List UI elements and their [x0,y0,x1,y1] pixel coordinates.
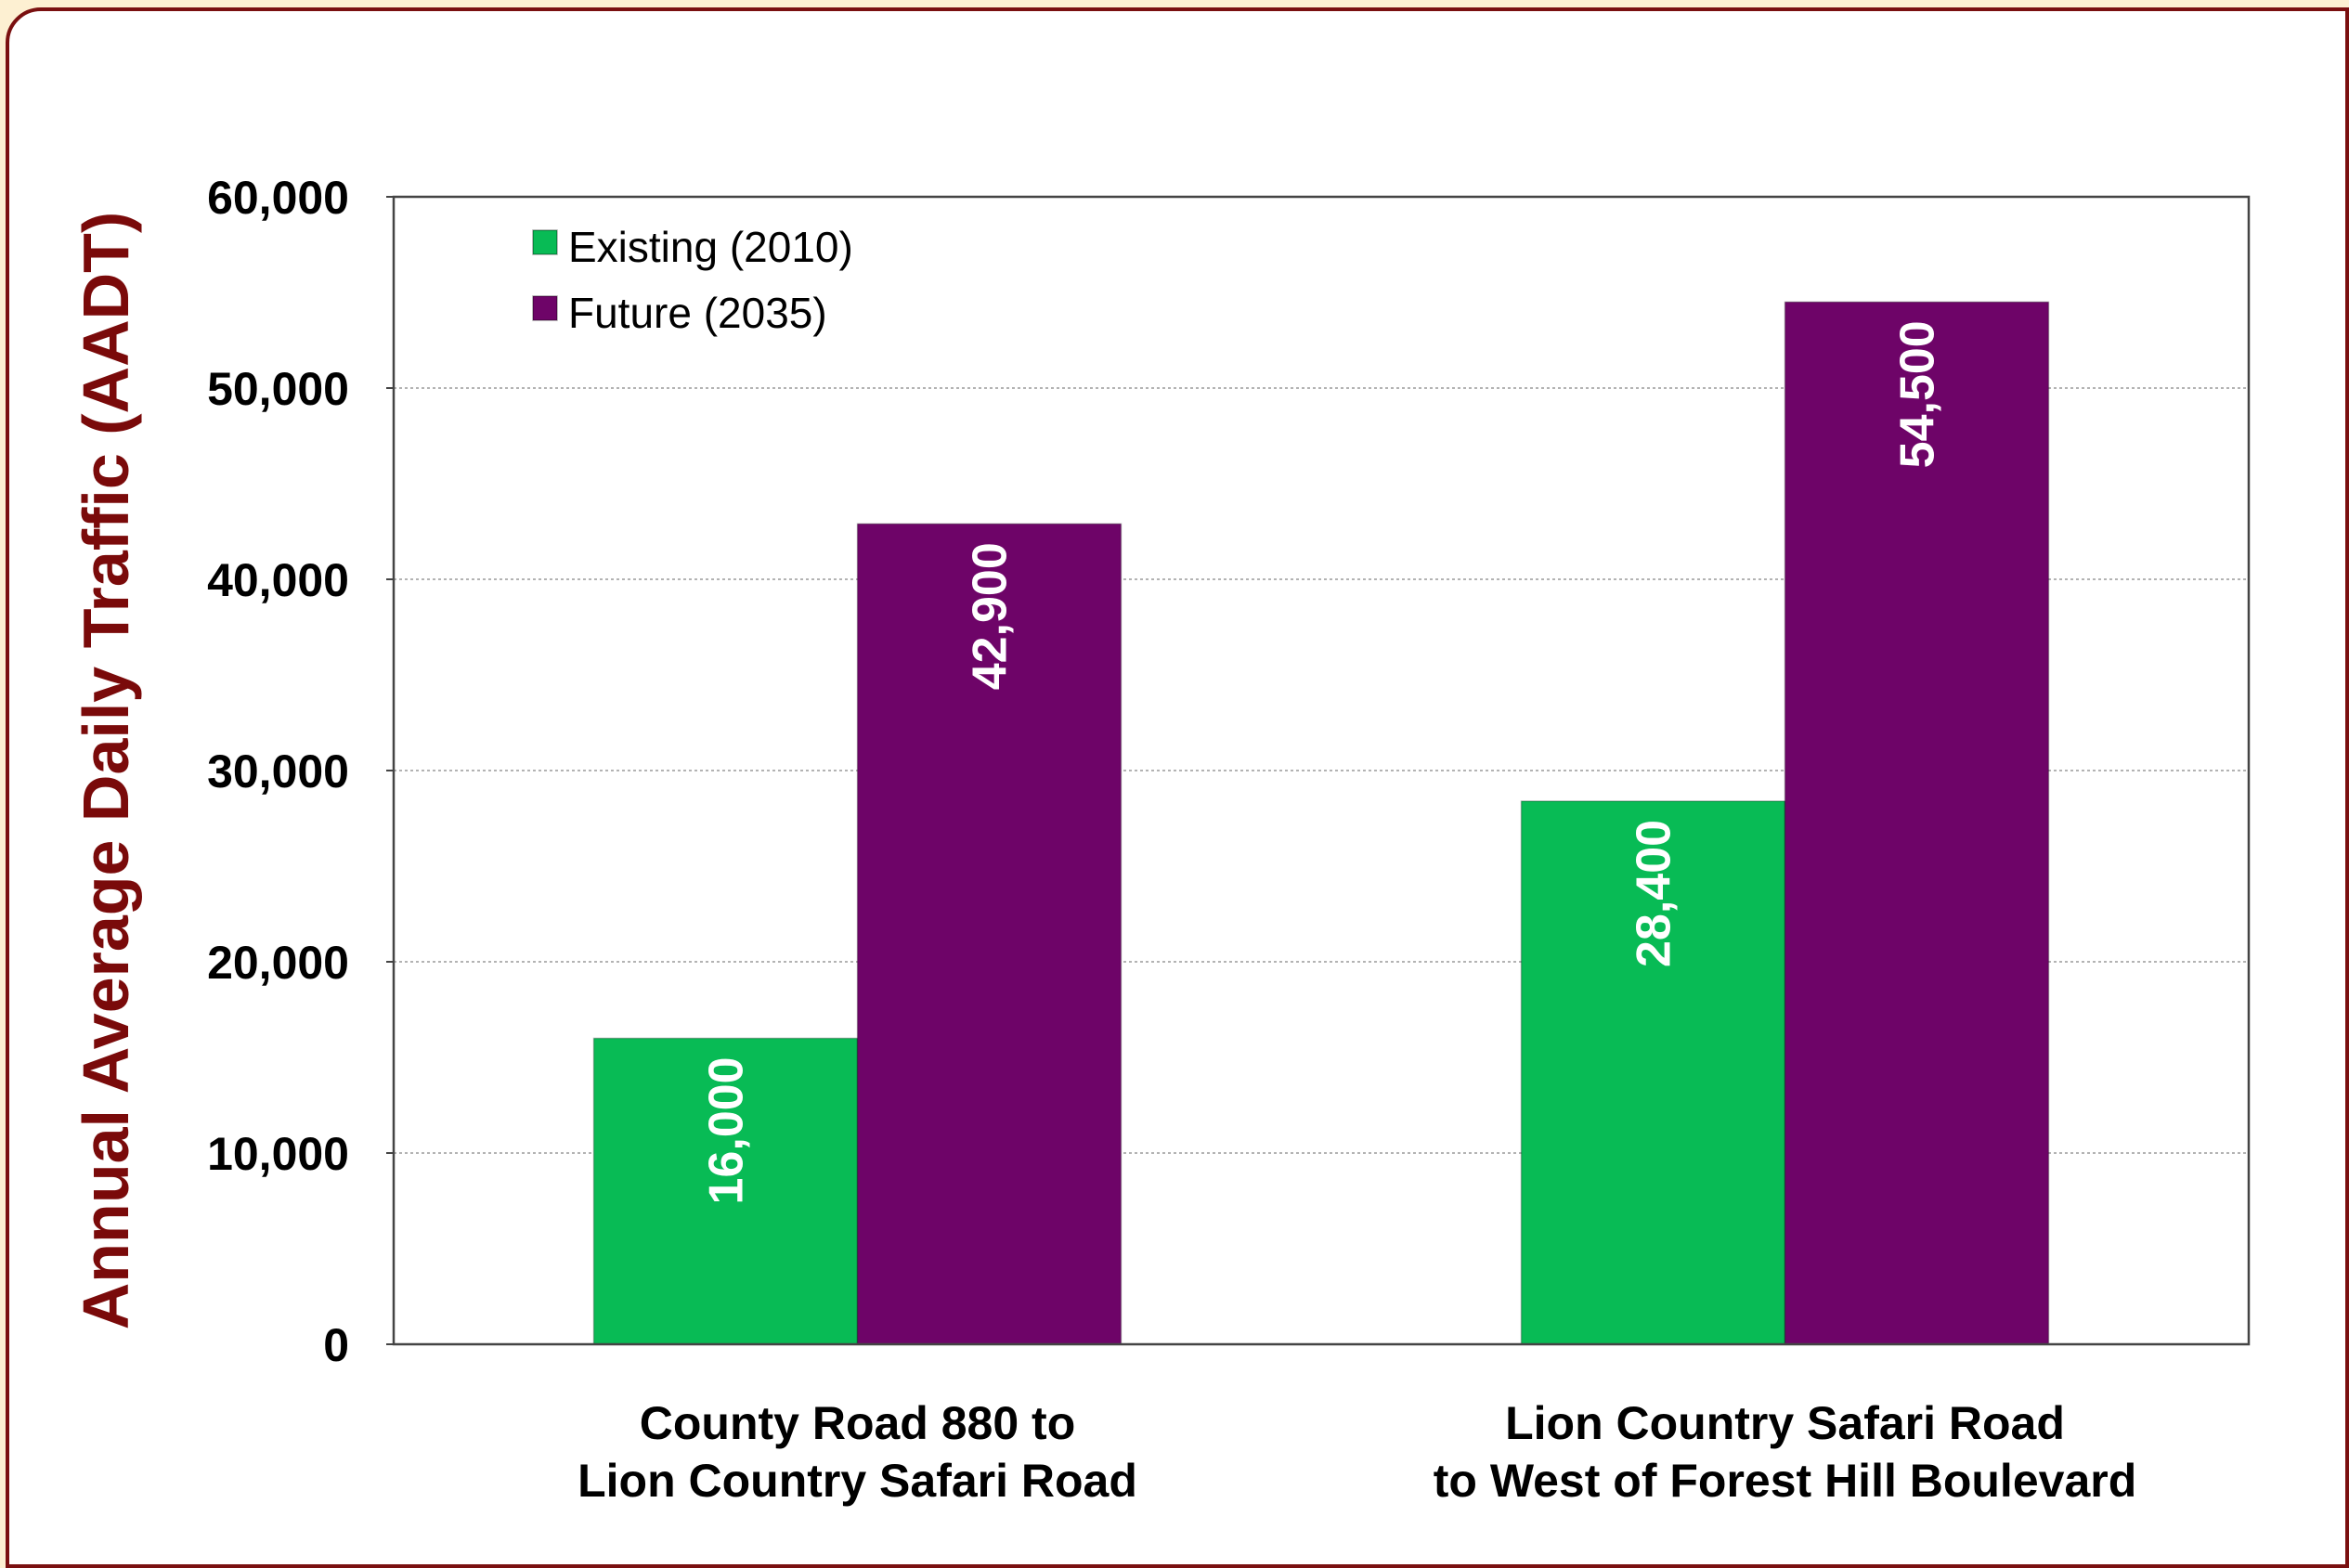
x-tick-label: to West of Forest Hill Boulevard [1434,1455,2137,1507]
legend-label-future: Future (2035) [568,289,827,337]
bar-future-2 [1784,301,2050,1345]
bar-chart: 16,000 42,900 County Road 880 to Lion Count… [70,172,2251,1507]
y-tick-label: 50,000 [207,363,349,415]
y-tick-label: 10,000 [207,1128,349,1180]
data-label: 42,900 [964,542,1018,690]
bar-future-1 [856,523,1123,1345]
chart-frame: 16,000 42,900 County Road 880 to Lion Count… [6,7,2349,1568]
y-tick-label: 20,000 [207,937,349,989]
y-axis-title: Annual Average Daily Traffic (AADT) [70,212,142,1330]
y-tick-label: 40,000 [207,554,349,606]
bar-existing-1 [592,1037,859,1345]
x-tick-label: County Road 880 to [640,1397,1075,1449]
bar-existing-2 [1520,800,1786,1345]
data-label: 54,500 [1891,320,1945,468]
y-tick-label: 60,000 [207,172,349,224]
y-tick-label: 0 [323,1319,349,1371]
x-tick-label: Lion Country Safari Road [578,1455,1137,1507]
legend-swatch-existing [532,229,558,255]
legend-label-existing: Existing (2010) [568,223,853,271]
x-tick-label: Lion Country Safari Road [1505,1397,2065,1449]
y-tick-label: 30,000 [207,745,349,797]
data-label: 28,400 [1628,820,1681,967]
legend-swatch-future [532,295,558,321]
data-label: 16,000 [700,1056,754,1204]
